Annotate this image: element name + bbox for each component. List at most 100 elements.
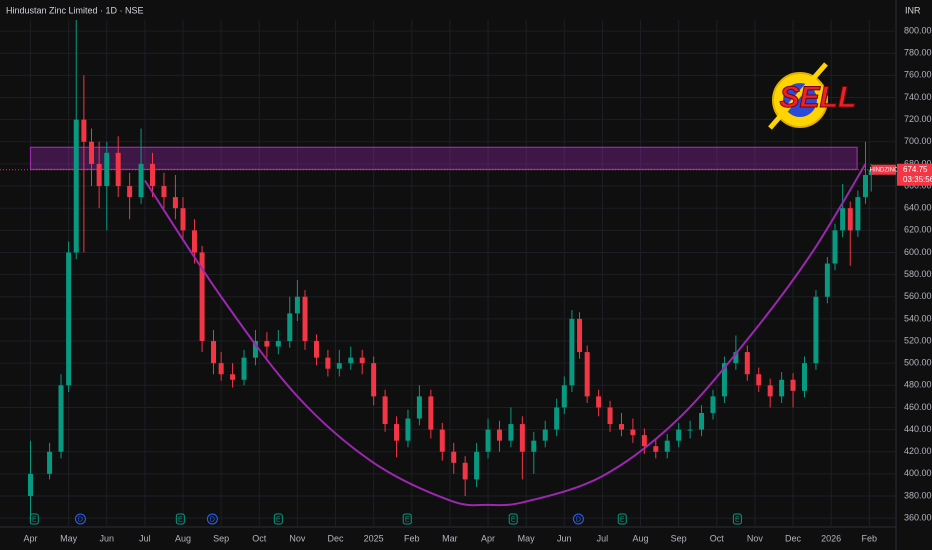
x-tick-label: 2025 (364, 533, 384, 543)
symbol-label: HINDZINC (870, 167, 899, 173)
candle-body (485, 429, 491, 452)
x-tick-label: Aug (175, 533, 191, 543)
event-label: D (210, 516, 215, 523)
event-label: E (735, 516, 740, 523)
event-label: D (576, 516, 581, 523)
candle-body (115, 152, 121, 187)
x-tick-label: Mar (442, 533, 458, 543)
candle-body (664, 440, 670, 452)
event-icon (206, 513, 218, 525)
event-icon (617, 513, 627, 525)
candle-body (569, 318, 575, 386)
price-tag (897, 163, 932, 186)
candle-body (150, 163, 156, 187)
candle-body (676, 429, 682, 441)
candle-body (531, 440, 537, 452)
candle-body (744, 352, 750, 375)
candle-body (630, 429, 636, 436)
y-tick-label: 480.00 (904, 380, 932, 390)
event-icon (402, 513, 412, 525)
y-tick-label: 600.00 (904, 247, 932, 257)
x-tick-label: Apr (23, 533, 37, 543)
candle-body (733, 352, 739, 364)
x-tick-label: Nov (289, 533, 306, 543)
candle-body (252, 341, 258, 358)
x-tick-label: Sep (671, 533, 687, 543)
event-label: E (511, 516, 516, 523)
badge-text: SELL (780, 81, 857, 114)
candle-body (199, 252, 205, 342)
candle-body (824, 263, 830, 297)
countdown: 03:35:56 (903, 175, 932, 184)
candle-body (264, 341, 270, 347)
candle-body (382, 396, 388, 425)
candle-body (81, 119, 87, 142)
y-tick-label: 420.00 (904, 446, 932, 456)
candle-body (218, 363, 224, 375)
candle-body (287, 313, 293, 342)
candle-body (180, 208, 186, 231)
candle-body (394, 424, 400, 441)
y-tick-label: 740.00 (904, 92, 932, 102)
candle-body (756, 374, 762, 386)
candle-body (462, 462, 468, 480)
candle-body (596, 396, 602, 408)
x-tick-label: Oct (252, 533, 267, 543)
candle-body (653, 446, 659, 452)
candle-body (832, 230, 838, 264)
candle-body (496, 429, 502, 441)
candle-body (519, 424, 525, 452)
y-tick-label: 360.00 (904, 513, 932, 523)
candle-body (211, 341, 217, 364)
candle-body (138, 163, 144, 198)
candle-body (73, 119, 79, 253)
last-price-label: 674.75 (903, 165, 928, 174)
candle-body (336, 363, 342, 369)
event-label: E (405, 516, 410, 523)
candle-body (58, 385, 64, 452)
candle-body (405, 418, 411, 441)
x-tick-label: 2026 (821, 533, 841, 543)
candle-body (325, 357, 331, 369)
candle-body (767, 385, 773, 397)
candle-body (607, 407, 613, 425)
candle-body (801, 363, 807, 391)
event-label: D (78, 516, 83, 523)
y-tick-label: 460.00 (904, 402, 932, 412)
candle-body (855, 197, 861, 231)
candle-body (699, 412, 705, 430)
candle-body (439, 429, 445, 452)
candle-body (96, 163, 102, 187)
event-label: E (178, 516, 183, 523)
candle-body (790, 379, 796, 391)
candle-body (813, 296, 819, 364)
candle-body (847, 208, 853, 231)
x-tick-label: Jun (557, 533, 572, 543)
candle-body (641, 435, 647, 447)
resistance-zone (29, 146, 858, 171)
candle-body (302, 296, 308, 342)
candle-body (416, 396, 422, 419)
y-tick-label: 620.00 (904, 225, 932, 235)
y-tick-label: 560.00 (904, 291, 932, 301)
x-tick-label: Apr (481, 533, 495, 543)
candle-body (275, 341, 281, 347)
event-label: E (276, 516, 281, 523)
candle-body (862, 174, 868, 198)
candle-body (577, 318, 583, 353)
candle-body (687, 429, 693, 431)
event-icon (29, 513, 39, 525)
cup-curve (144, 163, 867, 507)
symbol-tag (872, 164, 896, 175)
x-tick-label: Feb (862, 533, 878, 543)
y-tick-label: 640.00 (904, 203, 932, 213)
x-tick-label: Sep (213, 533, 229, 543)
candle-body (127, 186, 133, 198)
y-tick-label: 500.00 (904, 358, 932, 368)
candle-body (618, 424, 624, 430)
x-tick-label: Jul (139, 533, 151, 543)
candle-body (28, 473, 34, 497)
x-tick-label: Dec (785, 533, 802, 543)
y-tick-label: 800.00 (904, 25, 932, 35)
